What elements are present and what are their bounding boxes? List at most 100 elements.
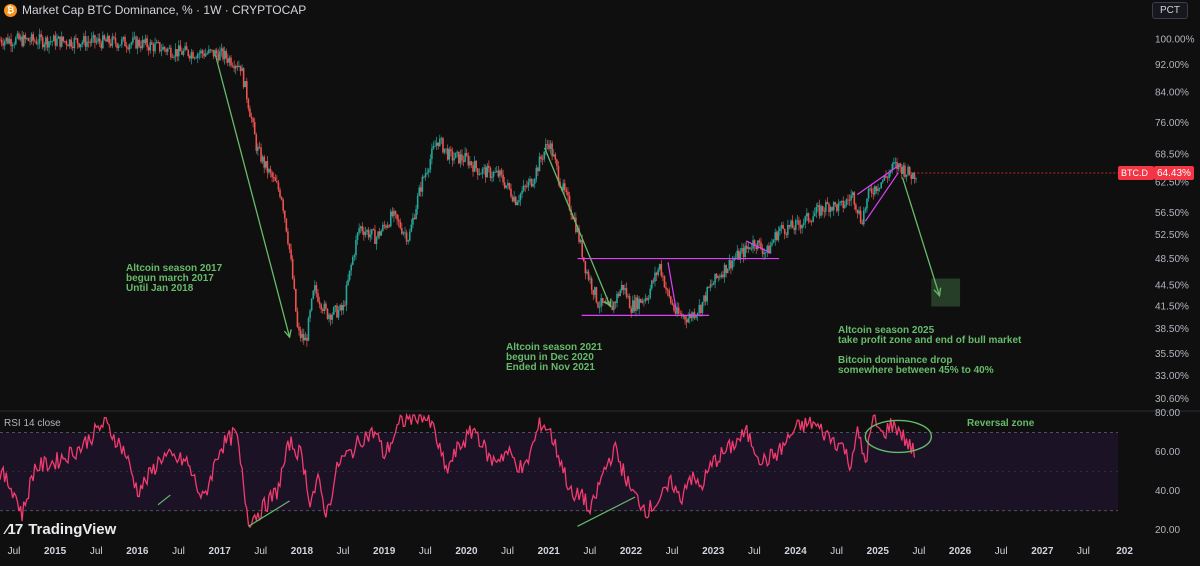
candle-body: [893, 162, 895, 165]
candle-body: [293, 278, 296, 289]
candle-body: [165, 49, 167, 52]
candle-body: [469, 161, 471, 166]
candle-body: [654, 272, 656, 282]
candle-body: [83, 36, 85, 43]
candle-body: [119, 44, 122, 46]
chart-header: ₿ Market Cap BTC Dominance, % · 1W · CRY…: [4, 2, 306, 18]
candle-body: [62, 36, 65, 42]
candle-body: [682, 315, 685, 317]
candle-body: [348, 270, 351, 280]
candle-body: [52, 35, 55, 42]
candle-body: [635, 297, 637, 311]
candle-body: [548, 144, 550, 149]
candle-body: [848, 199, 851, 201]
annotation-2025: Altcoin season 2025: [838, 325, 935, 336]
candle-body: [912, 172, 914, 179]
tradingview-logo[interactable]: ⁄17 TradingView: [6, 521, 116, 538]
x-axis-tick-label: Jul: [90, 546, 103, 557]
candle-body: [915, 178, 917, 180]
candle-body: [103, 35, 106, 40]
candle-body: [351, 256, 354, 265]
candle-body: [383, 224, 386, 226]
candle-body: [603, 302, 606, 304]
candle-body: [696, 313, 699, 316]
candle-body: [385, 225, 387, 228]
candle-body: [245, 81, 248, 100]
candle-body: [532, 183, 534, 187]
candle-body: [236, 65, 239, 67]
candle-body: [486, 165, 489, 178]
candle-body: [431, 148, 433, 160]
candle-body: [78, 43, 80, 48]
candle-body: [651, 280, 653, 289]
candle-body: [749, 247, 751, 250]
candle-body: [891, 164, 894, 171]
candle-body: [201, 50, 204, 54]
candle-body: [427, 169, 430, 173]
candle-body: [181, 51, 183, 55]
candle-body: [481, 168, 484, 174]
candle-body: [75, 38, 77, 39]
candle-body: [65, 41, 68, 45]
candle-body: [342, 305, 345, 311]
candle-body: [401, 228, 403, 234]
candle-body: [491, 176, 493, 178]
candle-body: [269, 169, 272, 173]
candle-body: [312, 290, 315, 299]
candle-body: [0, 39, 3, 44]
reversal-zone-label: Reversal zone: [967, 418, 1035, 429]
annotation-2021: begun in Dec 2020: [506, 352, 594, 363]
candle-body: [495, 170, 498, 172]
candle-body: [328, 314, 330, 319]
candle-body: [288, 243, 291, 250]
candle-body: [195, 57, 197, 59]
y-axis-tick-label: 92.00%: [1155, 60, 1189, 71]
candle-body: [255, 134, 258, 151]
candle-body: [579, 239, 582, 242]
candle-body: [301, 334, 303, 338]
candle-body: [211, 49, 213, 51]
candle-body: [160, 50, 163, 52]
candle-body: [899, 163, 901, 167]
candle-body: [707, 287, 710, 288]
last-price-badge: [1154, 166, 1194, 181]
candle-body: [215, 50, 218, 54]
candle-body: [227, 58, 229, 63]
candle-body: [140, 46, 142, 49]
candle-body: [825, 202, 827, 212]
candle-body: [285, 218, 288, 232]
wedge-upper-line: [856, 165, 899, 196]
candle-body: [636, 297, 639, 309]
candle-body: [122, 36, 125, 40]
pattern-line: [745, 240, 772, 254]
candle-body: [489, 167, 492, 178]
candle-body: [125, 46, 128, 48]
candle-body: [329, 314, 332, 320]
candle-body: [389, 211, 392, 227]
candle-body: [416, 195, 419, 210]
candle-body: [864, 208, 867, 211]
candle-body: [418, 187, 421, 196]
candle-body: [244, 81, 247, 88]
candle-body: [152, 44, 155, 52]
candle-body: [590, 278, 593, 291]
symbol-badge: [1118, 166, 1154, 181]
candle-body: [198, 53, 201, 55]
candle-body: [567, 191, 569, 196]
candle-body: [98, 38, 101, 43]
candle-body: [358, 228, 360, 233]
candle-body: [434, 145, 436, 147]
candle-body: [353, 255, 356, 257]
candle-body: [177, 45, 180, 57]
candle-body: [143, 39, 145, 44]
candle-body: [546, 144, 549, 145]
candle-body: [396, 214, 398, 220]
candle-body: [476, 168, 479, 175]
candle-body: [480, 173, 482, 175]
candle-body: [18, 33, 20, 40]
scale-mode-button[interactable]: PCT: [1152, 2, 1188, 19]
x-axis-tick-label: Jul: [8, 546, 21, 557]
candle-body: [228, 57, 231, 63]
